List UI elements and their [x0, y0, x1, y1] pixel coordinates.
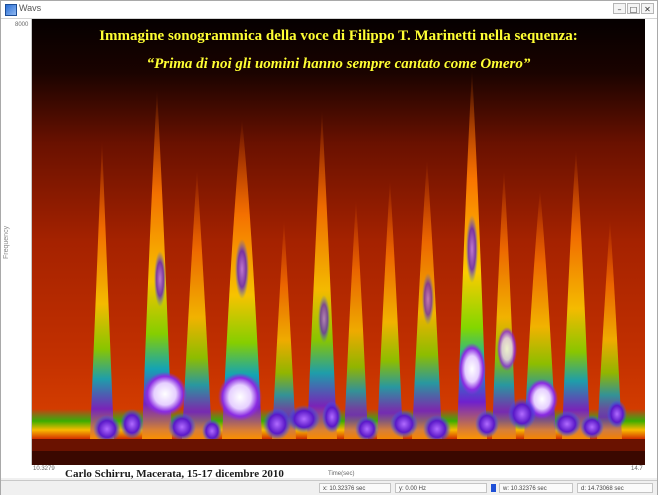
maximize-button[interactable]: □: [627, 3, 640, 14]
spectrogram-plot[interactable]: Immagine sonogrammica della voce di Fili…: [32, 19, 645, 465]
status-bar: x: 10.32376 sec y: 0.00 Hz w: 10.32376 s…: [1, 480, 657, 495]
x-axis-unit: Time(sec): [328, 471, 355, 477]
x-tick-right: 14.7: [631, 466, 643, 472]
status-color-marker: [491, 484, 496, 492]
formant-columns: [90, 69, 622, 439]
plot-heading: Immagine sonogrammica della voce di Fili…: [99, 28, 578, 44]
title-bar[interactable]: Wavs – □ ✕: [1, 1, 657, 19]
y-axis-label: Frequency: [3, 225, 10, 259]
frequency-axis: 8000 Frequency: [1, 19, 32, 465]
time-axis: [1, 465, 657, 478]
credit-text: Carlo Schirru, Macerata, 15-17 dicembre …: [65, 468, 284, 480]
status-field-freq: y: 0.00 Hz: [395, 483, 487, 493]
energy-blobs: [93, 215, 627, 443]
right-margin: [645, 19, 657, 465]
status-field-time: x: 10.32376 sec: [319, 483, 391, 493]
y-tick-top: 8000: [15, 22, 29, 28]
status-field-duration: d: 14.73068 sec: [577, 483, 653, 493]
status-field-width: w: 10.32376 sec: [499, 483, 573, 493]
x-tick-left: 10.3279: [33, 466, 55, 472]
app-icon: [5, 4, 17, 16]
plot-phrase: “Prima di noi gli uomini hanno sempre ca…: [146, 56, 531, 72]
minimize-button[interactable]: –: [613, 3, 626, 14]
spectrogram-image: [32, 19, 645, 465]
window-title: Wavs: [19, 3, 42, 13]
close-button[interactable]: ✕: [641, 3, 654, 14]
